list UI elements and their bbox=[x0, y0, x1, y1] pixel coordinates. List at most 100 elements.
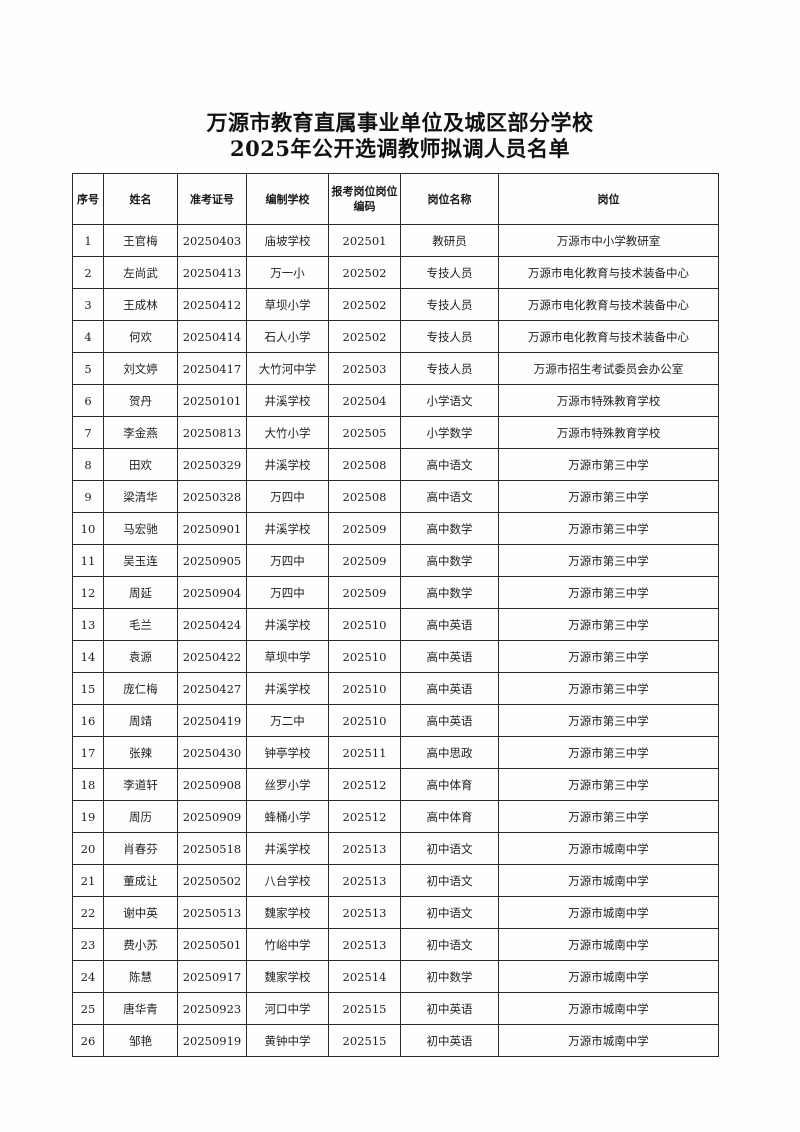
cell-exam-id: 20250413 bbox=[177, 256, 247, 289]
cell-name: 梁清华 bbox=[103, 480, 178, 513]
table-row: 10 马宏驰 20250901 井溪学校 202509 高中数学 万源市第三中学 bbox=[72, 512, 719, 545]
header-name: 姓名 bbox=[103, 173, 178, 225]
table-row: 4 何欢 20250414 石人小学 202502 专技人员 万源市电化教育与技术装备中心 bbox=[72, 320, 719, 353]
cell-position: 专技人员 bbox=[400, 352, 499, 385]
cell-code: 202510 bbox=[328, 640, 401, 673]
cell-unit: 万源市城南中学 bbox=[498, 960, 719, 993]
cell-name: 吴玉连 bbox=[103, 544, 178, 577]
cell-school: 丝罗小学 bbox=[246, 768, 329, 801]
cell-code: 202509 bbox=[328, 512, 401, 545]
cell-name: 袁源 bbox=[103, 640, 178, 673]
cell-code: 202504 bbox=[328, 384, 401, 417]
cell-school: 井溪学校 bbox=[246, 672, 329, 705]
cell-no: 11 bbox=[72, 544, 104, 577]
cell-no: 4 bbox=[72, 320, 104, 353]
table-row: 8 田欢 20250329 井溪学校 202508 高中语文 万源市第三中学 bbox=[72, 448, 719, 481]
cell-school: 钟亭学校 bbox=[246, 736, 329, 769]
cell-exam-id: 20250904 bbox=[177, 576, 247, 609]
cell-exam-id: 20250502 bbox=[177, 864, 247, 897]
cell-no: 5 bbox=[72, 352, 104, 385]
cell-no: 18 bbox=[72, 768, 104, 801]
cell-school: 万二中 bbox=[246, 704, 329, 737]
cell-position: 高中英语 bbox=[400, 704, 499, 737]
cell-name: 周历 bbox=[103, 800, 178, 833]
cell-position: 高中数学 bbox=[400, 512, 499, 545]
cell-no: 2 bbox=[72, 256, 104, 289]
cell-school: 八台学校 bbox=[246, 864, 329, 897]
cell-name: 庞仁梅 bbox=[103, 672, 178, 705]
cell-position: 专技人员 bbox=[400, 320, 499, 353]
table-row: 12 周延 20250904 万四中 202509 高中数学 万源市第三中学 bbox=[72, 576, 719, 609]
cell-name: 马宏驰 bbox=[103, 512, 178, 545]
cell-unit: 万源市电化教育与技术装备中心 bbox=[498, 288, 719, 321]
cell-school: 万四中 bbox=[246, 544, 329, 577]
table-row: 13 毛兰 20250424 井溪学校 202510 高中英语 万源市第三中学 bbox=[72, 608, 719, 641]
cell-name: 肖春芬 bbox=[103, 832, 178, 865]
cell-code: 202515 bbox=[328, 1024, 401, 1057]
cell-exam-id: 20250513 bbox=[177, 896, 247, 929]
cell-unit: 万源市第三中学 bbox=[498, 480, 719, 513]
cell-no: 23 bbox=[72, 928, 104, 961]
cell-school: 石人小学 bbox=[246, 320, 329, 353]
table-row: 16 周靖 20250419 万二中 202510 高中英语 万源市第三中学 bbox=[72, 704, 719, 737]
cell-position: 教研员 bbox=[400, 224, 499, 257]
cell-position: 高中思政 bbox=[400, 736, 499, 769]
cell-unit: 万源市电化教育与技术装备中心 bbox=[498, 320, 719, 353]
cell-school: 大竹小学 bbox=[246, 416, 329, 449]
cell-code: 202502 bbox=[328, 256, 401, 289]
cell-position: 初中英语 bbox=[400, 992, 499, 1025]
table-row: 1 王官梅 20250403 庙坡学校 202501 教研员 万源市中小学教研室 bbox=[72, 224, 719, 257]
personnel-table: 序号 姓名 准考证号 编制学校 报考岗位岗位编码 岗位名称 岗位 1 王官梅 202… bbox=[72, 173, 719, 1057]
cell-name: 王官梅 bbox=[103, 224, 178, 257]
cell-school: 井溪学校 bbox=[246, 384, 329, 417]
table-row: 22 谢中英 20250513 魏家学校 202513 初中语文 万源市城南中学 bbox=[72, 896, 719, 929]
cell-no: 13 bbox=[72, 608, 104, 641]
cell-exam-id: 20250328 bbox=[177, 480, 247, 513]
cell-name: 左尚武 bbox=[103, 256, 178, 289]
table-row: 7 李金燕 20250813 大竹小学 202505 小学数学 万源市特殊教育学校 bbox=[72, 416, 719, 449]
cell-no: 3 bbox=[72, 288, 104, 321]
header-unit: 岗位 bbox=[498, 173, 719, 225]
cell-exam-id: 20250101 bbox=[177, 384, 247, 417]
table-row: 15 庞仁梅 20250427 井溪学校 202510 高中英语 万源市第三中学 bbox=[72, 672, 719, 705]
cell-name: 周延 bbox=[103, 576, 178, 609]
cell-school: 魏家学校 bbox=[246, 960, 329, 993]
cell-school: 魏家学校 bbox=[246, 896, 329, 929]
cell-code: 202510 bbox=[328, 608, 401, 641]
cell-code: 202512 bbox=[328, 768, 401, 801]
cell-unit: 万源市城南中学 bbox=[498, 832, 719, 865]
cell-position: 初中语文 bbox=[400, 928, 499, 961]
cell-school: 井溪学校 bbox=[246, 448, 329, 481]
cell-code: 202510 bbox=[328, 704, 401, 737]
cell-code: 202515 bbox=[328, 992, 401, 1025]
table-row: 20 肖春芬 20250518 井溪学校 202513 初中语文 万源市城南中学 bbox=[72, 832, 719, 865]
cell-code: 202501 bbox=[328, 224, 401, 257]
cell-position: 高中语文 bbox=[400, 448, 499, 481]
cell-school: 井溪学校 bbox=[246, 608, 329, 641]
table-row: 3 王成林 20250412 草坝小学 202502 专技人员 万源市电化教育与技术装备中心 bbox=[72, 288, 719, 321]
cell-code: 202513 bbox=[328, 864, 401, 897]
cell-exam-id: 20250419 bbox=[177, 704, 247, 737]
cell-school: 河口中学 bbox=[246, 992, 329, 1025]
cell-exam-id: 20250422 bbox=[177, 640, 247, 673]
cell-code: 202502 bbox=[328, 288, 401, 321]
cell-exam-id: 20250403 bbox=[177, 224, 247, 257]
cell-exam-id: 20250905 bbox=[177, 544, 247, 577]
cell-unit: 万源市城南中学 bbox=[498, 864, 719, 897]
cell-position: 初中语文 bbox=[400, 896, 499, 929]
cell-name: 费小苏 bbox=[103, 928, 178, 961]
cell-no: 10 bbox=[72, 512, 104, 545]
cell-no: 19 bbox=[72, 800, 104, 833]
cell-unit: 万源市城南中学 bbox=[498, 896, 719, 929]
cell-school: 草坝中学 bbox=[246, 640, 329, 673]
table-row: 19 周历 20250909 蜂桶小学 202512 高中体育 万源市第三中学 bbox=[72, 800, 719, 833]
table-row: 23 费小苏 20250501 竹峪中学 202513 初中语文 万源市城南中学 bbox=[72, 928, 719, 961]
cell-no: 17 bbox=[72, 736, 104, 769]
table-row: 17 张辣 20250430 钟亭学校 202511 高中思政 万源市第三中学 bbox=[72, 736, 719, 769]
cell-position: 初中语文 bbox=[400, 832, 499, 865]
table-row: 14 袁源 20250422 草坝中学 202510 高中英语 万源市第三中学 bbox=[72, 640, 719, 673]
cell-code: 202511 bbox=[328, 736, 401, 769]
cell-unit: 万源市招生考试委员会办公室 bbox=[498, 352, 719, 385]
title-line-1: 万源市教育直属事业单位及城区部分学校 bbox=[206, 110, 594, 135]
cell-code: 202513 bbox=[328, 832, 401, 865]
